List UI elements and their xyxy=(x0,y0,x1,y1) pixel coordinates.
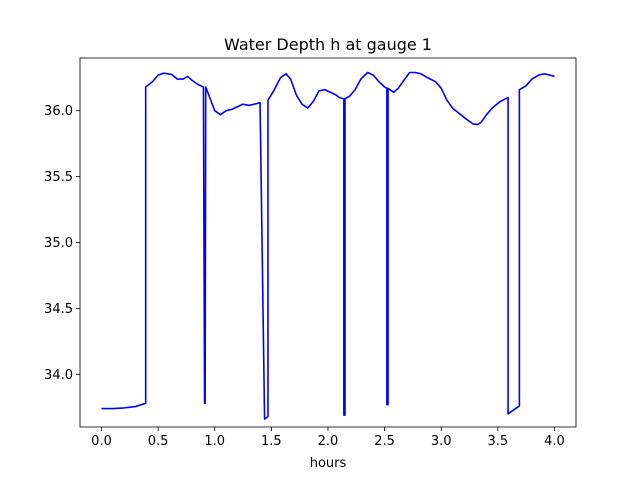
y-tick-label: 35.0 xyxy=(44,236,73,251)
y-tick-label: 34.0 xyxy=(44,368,73,383)
x-tick-label: 4.0 xyxy=(544,434,565,449)
x-tick-label: 2.5 xyxy=(374,434,395,449)
y-tick-label: 36.0 xyxy=(44,104,73,119)
y-tick-label: 34.5 xyxy=(44,302,73,317)
x-tick-label: 1.5 xyxy=(261,434,282,449)
x-axis-label: hours xyxy=(310,456,347,471)
series-line-1 xyxy=(101,71,555,420)
x-tick-label: 3.5 xyxy=(488,434,509,449)
x-tick-label: 1.0 xyxy=(204,434,225,449)
y-tick-label: 35.5 xyxy=(44,170,73,185)
x-tick-label: 3.0 xyxy=(431,434,452,449)
axes-frame xyxy=(79,57,577,428)
x-tick-label: 2.0 xyxy=(318,434,339,449)
x-tick-label: 0.5 xyxy=(148,434,169,449)
x-tick-label: 0.0 xyxy=(91,434,112,449)
chart-title: Water Depth h at gauge 1 xyxy=(224,35,432,54)
plot-area: 0.0 0.5 1.0 1.5 2.0 2.5 3.0 3.5 4.0 34.0 34.5 35.0 3… xyxy=(44,57,577,449)
